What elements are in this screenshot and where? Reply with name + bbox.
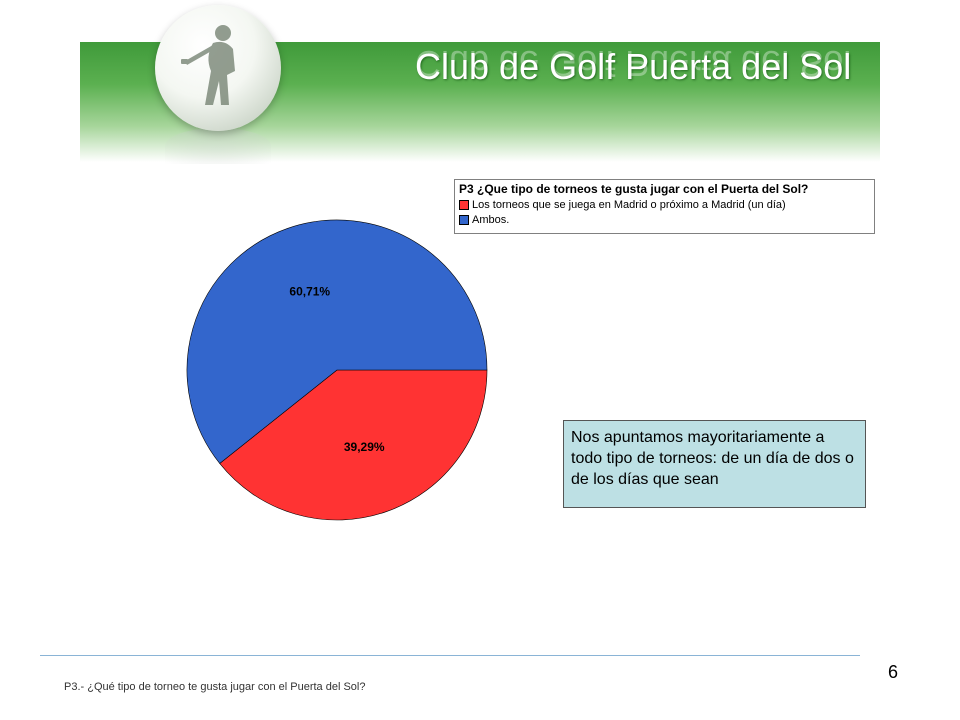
legend-label-ambos: Ambos.	[472, 214, 510, 226]
legend-item-ambos: Ambos.	[459, 214, 870, 226]
footer-divider	[40, 655, 860, 656]
page-number: 6	[888, 662, 899, 682]
pie-label-ambos: 60,71%	[289, 284, 330, 298]
legend-swatch-ambos	[459, 215, 469, 225]
golf-ball-reflection	[165, 128, 271, 164]
pie-label-madrid: 39,29%	[344, 440, 385, 454]
golf-ball-logo	[155, 5, 281, 131]
footer-caption: P3.- ¿Qué tipo de torneo te gusta jugar …	[64, 681, 366, 693]
page-title: Club de Golf Puerta del Sol	[415, 46, 852, 87]
pie-slice-ambos	[186, 219, 488, 464]
legend-item-madrid: Los torneos que se juega en Madrid o pró…	[459, 199, 870, 211]
legend-label-madrid: Los torneos que se juega en Madrid o pró…	[472, 199, 786, 211]
note-box: Nos apuntamos mayoritariamente a todo ti…	[563, 420, 866, 508]
golfer-silhouette-icon	[181, 25, 235, 105]
pie-slice-madrid	[219, 369, 488, 521]
legend-swatch-madrid	[459, 200, 469, 210]
chart-legend: P3 ¿Que tipo de torneos te gusta jugar c…	[454, 179, 875, 234]
legend-title: P3 ¿Que tipo de torneos te gusta jugar c…	[459, 182, 809, 196]
